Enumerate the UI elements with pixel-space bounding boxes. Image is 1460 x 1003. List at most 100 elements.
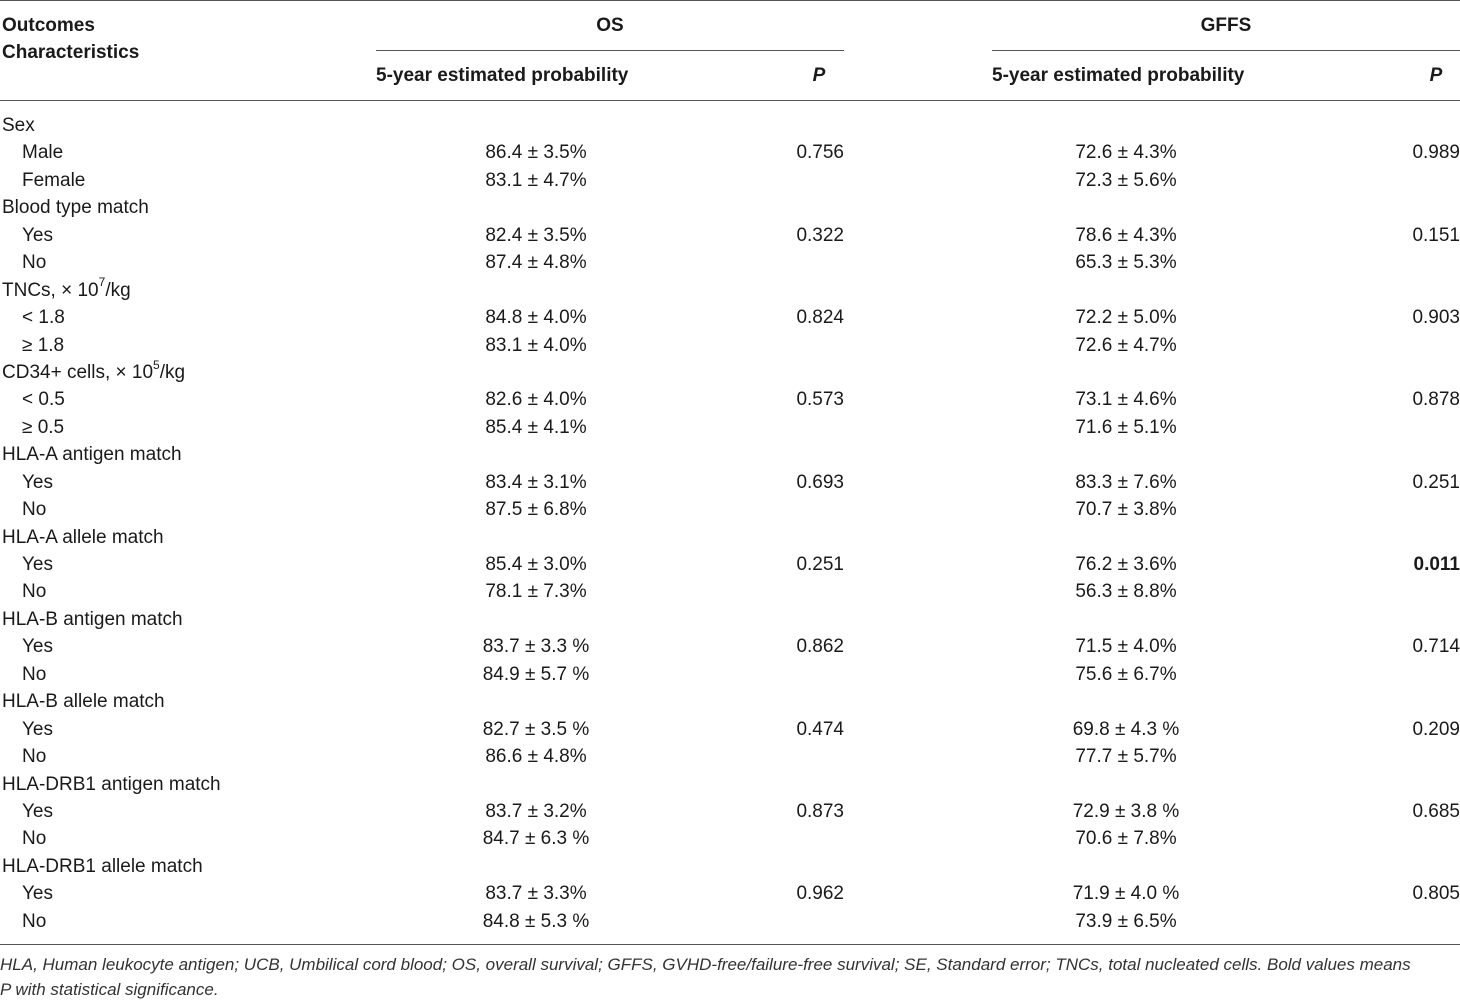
- table-group-row: HLA-B allele match: [0, 688, 1460, 715]
- os-p-value-cell: 0.474: [796, 718, 844, 740]
- label-text: Yes: [22, 471, 53, 493]
- row-label: No: [22, 661, 46, 688]
- group-label: HLA-A allele match: [2, 524, 164, 551]
- label-text: < 0.5: [22, 389, 65, 411]
- label-text: No: [22, 828, 47, 850]
- label-text: HLA-A allele match: [2, 526, 164, 548]
- table-bottom-rule: [0, 944, 1460, 945]
- os-probability-cell: 85.4 ± 3.0%: [485, 554, 587, 575]
- group-label: TNCs, × 107/kg: [2, 275, 131, 304]
- os-probability-cell: 83.1 ± 4.0%: [485, 334, 587, 356]
- row-label: Yes: [22, 222, 53, 249]
- table-row: Male 86.4 ± 3.5% 0.756 72.6 ± 4.3% 0.989: [0, 139, 1460, 166]
- row-label: No: [22, 743, 46, 770]
- os-p-value-cell: 0.573: [796, 389, 844, 411]
- group-label: Sex: [2, 112, 35, 139]
- table-row: Yes 82.4 ± 3.5% 0.322 78.6 ± 4.3% 0.151: [0, 222, 1460, 249]
- row-label: Yes: [22, 551, 53, 578]
- os-probability-cell: 86.6 ± 4.8%: [485, 746, 587, 768]
- group-label: HLA-DRB1 antigen match: [2, 771, 221, 798]
- os-probability-cell: 84.8 ± 5.3 %: [482, 910, 590, 932]
- table-footnote: HLA, Human leukocyte antigen; UCB, Umbil…: [0, 952, 1460, 1002]
- group-label: HLA-B allele match: [2, 688, 165, 715]
- label-text: HLA-A antigen match: [2, 444, 182, 466]
- label-text: Female: [22, 169, 86, 191]
- label-superscript: 7: [98, 275, 106, 290]
- table-group-row: HLA-DRB1 antigen match: [0, 771, 1460, 798]
- label-text: Yes: [22, 224, 53, 246]
- label-text: Yes: [22, 883, 53, 905]
- gffs-p-value-cell: 0.903: [1412, 307, 1460, 329]
- label-unit: /kg: [105, 279, 131, 301]
- label-text: ≥ 0.5: [22, 416, 65, 438]
- table-group-row: HLA-A allele match: [0, 524, 1460, 551]
- row-label: < 0.5: [22, 386, 65, 413]
- os-probability-cell: 82.6 ± 4.0%: [485, 389, 587, 411]
- gffs-p-value-cell: 0.209: [1412, 718, 1460, 740]
- gffs-probability-cell: 69.8 ± 4.3 %: [1072, 718, 1180, 740]
- gffs-p-value-cell: 0.878: [1412, 389, 1460, 411]
- label-text: CD34+ cells, × 10: [2, 361, 154, 383]
- os-probability-cell: 78.1 ± 7.3%: [485, 581, 587, 603]
- table-row: < 0.5 82.6 ± 4.0% 0.573 73.1 ± 4.6% 0.878: [0, 386, 1460, 413]
- table-row: ≥ 1.8 83.1 ± 4.0% 72.6 ± 4.7%: [0, 332, 1460, 359]
- row-label: No: [22, 825, 46, 852]
- header-os-probability: 5-year estimated probability: [376, 65, 629, 86]
- os-probability-cell: 87.5 ± 6.8%: [485, 499, 587, 521]
- row-label: ≥ 0.5: [22, 414, 64, 441]
- header-os: OS: [596, 15, 624, 36]
- gffs-probability-cell: 70.6 ± 7.8%: [1075, 828, 1177, 850]
- label-superscript: 5: [153, 357, 160, 372]
- table-group-row: HLA-DRB1 allele match: [0, 853, 1460, 880]
- label-text: HLA-B antigen match: [2, 608, 183, 630]
- label-text: < 1.8: [22, 307, 65, 329]
- table-top-rule: [0, 0, 1460, 1]
- table-row: Female 83.1 ± 4.7% 72.3 ± 5.6%: [0, 167, 1460, 194]
- label-unit: /kg: [159, 361, 186, 383]
- table-row: Yes 82.7 ± 3.5 % 0.474 69.8 ± 4.3 % 0.209: [0, 716, 1460, 743]
- label-text: No: [22, 499, 47, 521]
- row-label: Yes: [22, 716, 53, 743]
- label-text: Sex: [2, 115, 35, 136]
- header-characteristics: Characteristics: [2, 42, 140, 63]
- row-label: No: [22, 249, 46, 276]
- table-row: Yes 83.7 ± 3.2% 0.873 72.9 ± 3.8 % 0.685: [0, 798, 1460, 825]
- os-p-value-cell: 0.322: [796, 224, 844, 246]
- row-label: No: [22, 908, 46, 935]
- table-row: Yes 83.7 ± 3.3% 0.962 71.9 ± 4.0 % 0.805: [0, 880, 1460, 907]
- gffs-probability-cell: 56.3 ± 8.8%: [1075, 581, 1177, 603]
- gffs-probability-cell: 75.6 ± 6.7%: [1075, 663, 1177, 685]
- table-row: ≥ 0.5 85.4 ± 4.1% 71.6 ± 5.1%: [0, 414, 1460, 441]
- label-text: ≥ 1.8: [22, 334, 65, 356]
- gffs-p-value-cell: 0.151: [1412, 224, 1460, 246]
- header-bottom-rule: [0, 100, 1460, 101]
- gffs-probability-cell: 78.6 ± 4.3%: [1075, 224, 1177, 246]
- gffs-p-value-cell: 0.251: [1412, 471, 1460, 493]
- gffs-probability-cell: 72.6 ± 4.7%: [1075, 334, 1177, 356]
- header-outcomes: Outcomes: [2, 15, 95, 36]
- row-label: Male: [22, 139, 63, 166]
- group-label: HLA-DRB1 allele match: [2, 853, 203, 880]
- os-p-value-cell: 0.756: [796, 142, 844, 164]
- gffs-p-value-cell: 0.714: [1412, 636, 1460, 658]
- os-probability-cell: 83.1 ± 4.7%: [485, 169, 587, 191]
- row-label: No: [22, 496, 46, 523]
- os-probability-cell: 83.7 ± 3.2%: [485, 800, 587, 822]
- os-probability-cell: 84.9 ± 5.7 %: [482, 663, 590, 685]
- label-text: No: [22, 746, 47, 768]
- os-probability-cell: 83.7 ± 3.3 %: [482, 636, 590, 658]
- gffs-probability-cell: 83.3 ± 7.6%: [1075, 471, 1177, 493]
- gffs-probability-cell: 76.2 ± 3.6%: [1075, 554, 1177, 575]
- table-row: No 84.8 ± 5.3 % 73.9 ± 6.5%: [0, 908, 1460, 935]
- gffs-probability-cell: 72.9 ± 3.8 %: [1072, 800, 1180, 822]
- table-body: Sex Male 86.4 ± 3.5% 0.756 72.6 ± 4.3% 0.989 F…: [0, 112, 1460, 935]
- os-probability-cell: 83.7 ± 3.3%: [485, 883, 587, 905]
- gffs-p-value-cell: 0.685: [1412, 800, 1460, 822]
- gffs-p-value-cell: 0.805: [1412, 883, 1460, 905]
- os-group-rule: [376, 50, 844, 51]
- group-label: CD34+ cells, × 105/kg: [2, 359, 185, 386]
- table-row: No 78.1 ± 7.3% 56.3 ± 8.8%: [0, 578, 1460, 605]
- gffs-probability-cell: 72.2 ± 5.0%: [1075, 307, 1177, 329]
- gffs-probability-cell: 73.9 ± 6.5%: [1075, 910, 1177, 932]
- label-text: HLA-DRB1 antigen match: [2, 773, 221, 795]
